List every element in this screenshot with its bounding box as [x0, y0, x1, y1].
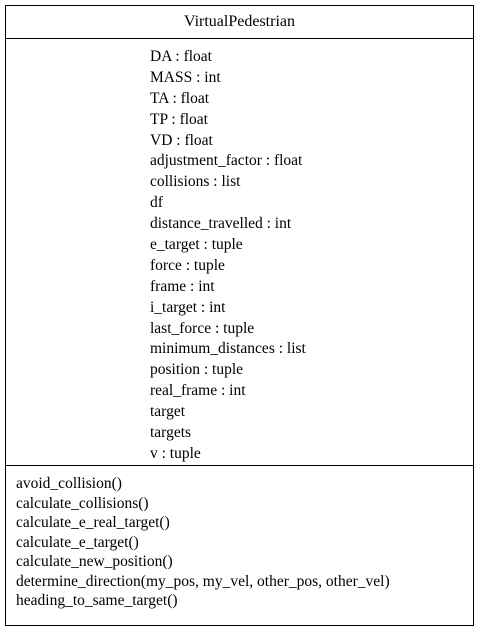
method: heading_to_same_target()	[16, 592, 178, 609]
attribute: collisions : list	[150, 173, 241, 191]
attribute: MASS : int	[150, 68, 221, 86]
class-name-compartment: VirtualPedestrian	[6, 6, 473, 39]
method: determine_direction(my_pos, my_vel, othe…	[16, 572, 390, 590]
attribute: target	[150, 403, 186, 421]
uml-class-box: VirtualPedestrian DA : float MASS : int …	[5, 5, 474, 626]
attribute: minimum_distances : list	[150, 340, 306, 358]
method: avoid_collision()	[16, 475, 122, 492]
attribute: e_target : tuple	[150, 236, 243, 254]
attribute: v : tuple	[150, 444, 201, 462]
attribute: distance_travelled : int	[150, 215, 292, 233]
method: calculate_new_position()	[16, 553, 173, 570]
class-name: VirtualPedestrian	[183, 13, 295, 30]
attribute: force : tuple	[150, 256, 225, 274]
attribute: df	[150, 194, 163, 212]
attribute: VD : float	[150, 131, 213, 149]
attribute: frame : int	[150, 277, 215, 295]
attribute: TP : float	[150, 110, 208, 128]
methods-compartment: avoid_collision() calculate_collisions()…	[6, 466, 473, 611]
method: calculate_collisions()	[16, 494, 149, 512]
attribute: position : tuple	[150, 361, 243, 379]
attribute: adjustment_factor : float	[150, 152, 303, 170]
method: calculate_e_real_target()	[16, 514, 170, 531]
attribute: targets	[150, 424, 192, 442]
attribute: last_force : tuple	[150, 319, 255, 337]
attributes-compartment: DA : float MASS : int TA : float TP : fl…	[6, 39, 473, 466]
attribute: TA : float	[150, 89, 210, 107]
attribute: DA : float	[150, 48, 212, 65]
attribute: real_frame : int	[150, 382, 246, 400]
attribute: i_target : int	[150, 298, 226, 316]
method: calculate_e_target()	[16, 533, 139, 551]
